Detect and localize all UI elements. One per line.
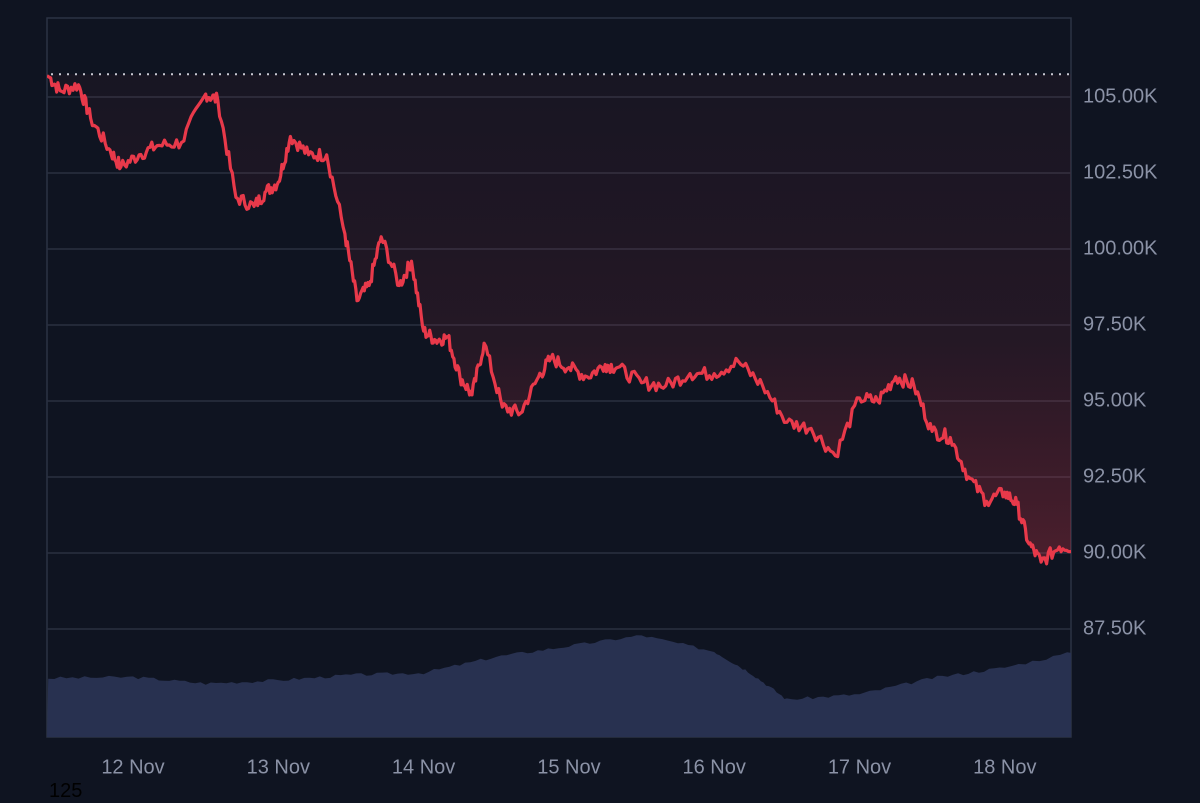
y-axis-label: 90.00K <box>1083 541 1147 564</box>
y-axis-label: 92.50K <box>1083 465 1147 488</box>
x-axis-label: 12 Nov <box>101 756 165 779</box>
price-fill <box>47 74 1071 564</box>
x-axis-label: 13 Nov <box>246 756 310 779</box>
y-axis-label: 95.00K <box>1083 389 1147 412</box>
y-axis-label: 102.50K <box>1083 161 1158 184</box>
x-axis-label: 17 Nov <box>827 756 892 779</box>
x-axis-label: 15 Nov <box>537 756 601 779</box>
stray-label: 125 <box>49 780 83 802</box>
x-axis-label: 16 Nov <box>682 756 746 779</box>
y-axis-label: 100.00K <box>1083 237 1158 260</box>
volume-area <box>47 635 1071 737</box>
y-axis-label: 97.50K <box>1083 313 1147 336</box>
x-axis-label: 14 Nov <box>391 756 456 779</box>
x-axis-label: 18 Nov <box>973 756 1037 779</box>
price-line <box>47 74 1071 566</box>
y-axis-label: 87.50K <box>1083 617 1147 640</box>
y-axis-label: 105.00K <box>1083 85 1158 108</box>
